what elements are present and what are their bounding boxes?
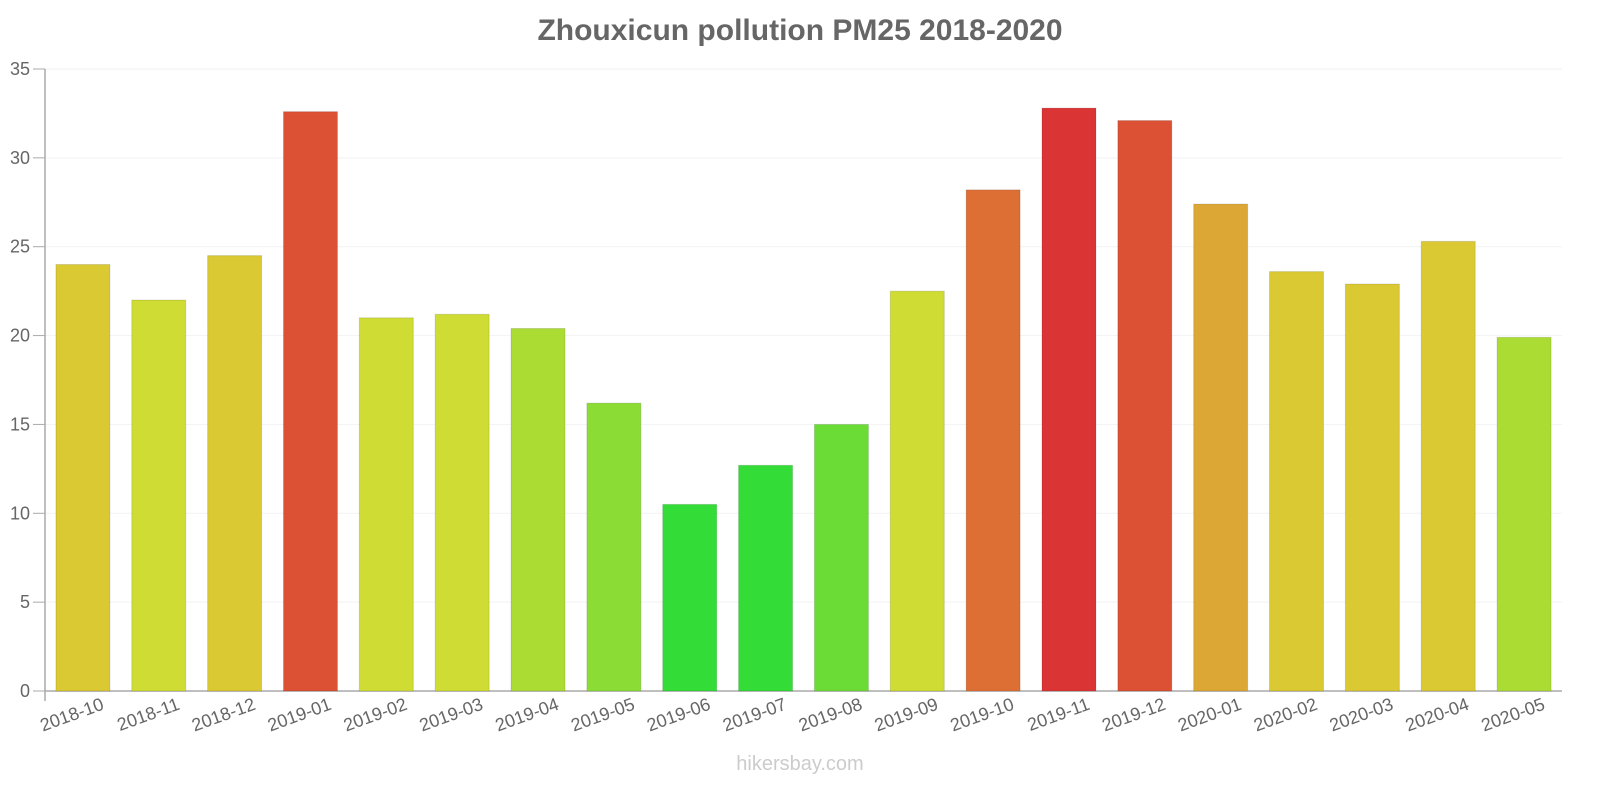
x-tick-label: 2019-02 (341, 694, 410, 735)
bar (738, 464, 794, 692)
bar (207, 255, 263, 692)
x-tick-label: 2020-01 (1175, 694, 1244, 735)
x-tick-label: 2019-03 (417, 694, 486, 735)
bar (1420, 240, 1476, 692)
bar (889, 290, 945, 692)
bar (586, 402, 642, 692)
bar (1041, 107, 1097, 692)
x-tick-label: 2019-09 (872, 694, 941, 735)
bar (662, 503, 718, 692)
bar (131, 299, 187, 692)
bar (282, 111, 338, 692)
x-tick-label: 2018-10 (37, 694, 106, 735)
x-tick-label: 2019-10 (948, 694, 1017, 735)
chart-title: Zhouxicun pollution PM25 2018-2020 (537, 14, 1063, 47)
x-tick-label: 2018-11 (114, 694, 182, 735)
bar (434, 313, 490, 692)
bar (1193, 203, 1249, 692)
x-tick-label: 2020-03 (1327, 694, 1396, 735)
bar (1496, 336, 1552, 692)
y-tick-label: 10 (10, 503, 30, 523)
y-tick-label: 15 (10, 414, 30, 434)
bar (1344, 283, 1400, 692)
x-tick-label: 2020-05 (1479, 694, 1548, 735)
x-tick-label: 2019-07 (720, 694, 789, 735)
x-tick-label: 2019-04 (492, 694, 561, 735)
x-tick-label: 2019-11 (1025, 694, 1093, 735)
bar (55, 263, 111, 692)
x-tick-label: 2020-04 (1403, 694, 1472, 735)
x-tick-label: 2019-01 (265, 694, 334, 735)
x-tick-label: 2019-05 (568, 694, 637, 735)
y-tick-label: 20 (10, 326, 30, 346)
watermark: hikersbay.com (736, 753, 864, 775)
bar (813, 423, 869, 692)
x-tick-label: 2020-02 (1251, 694, 1320, 735)
x-tick-label: 2019-08 (796, 694, 865, 735)
y-tick-label: 30 (10, 148, 30, 168)
x-tick-label: 2018-12 (189, 694, 258, 735)
bar (965, 189, 1021, 692)
x-tick-label: 2019-06 (644, 694, 713, 735)
y-tick-label: 0 (20, 681, 30, 701)
y-tick-label: 5 (20, 592, 30, 612)
x-tick-label: 2019-12 (1099, 694, 1168, 735)
y-tick-label: 25 (10, 237, 30, 257)
y-tick-label: 35 (10, 59, 30, 79)
bar (358, 317, 414, 692)
bar (1269, 271, 1325, 692)
bar (1117, 120, 1173, 692)
bar (510, 327, 566, 692)
